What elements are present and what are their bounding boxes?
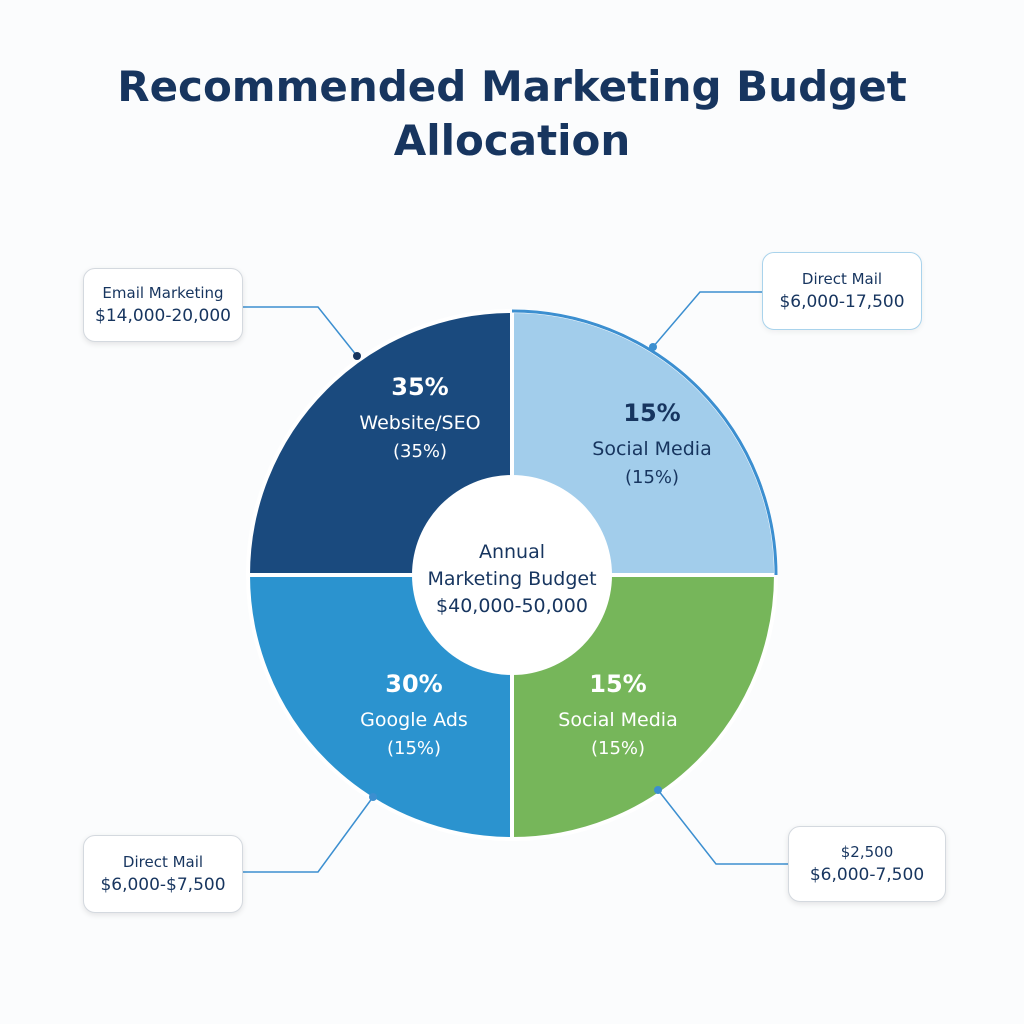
callout-value: $6,000-7,500 bbox=[809, 864, 925, 885]
leader-line bbox=[243, 306, 358, 357]
slice-labels: 35% Website/SEO (35%) 15% Social Media (15%) 1… bbox=[359, 373, 711, 759]
chart-title: Recommended Marketing Budget Allocation bbox=[0, 60, 1024, 168]
leader-line bbox=[243, 796, 374, 873]
callout-value: $6,000-17,500 bbox=[779, 291, 905, 312]
leader-line bbox=[657, 789, 788, 865]
leader-lines bbox=[243, 291, 788, 873]
slice-sub-label: (15%) bbox=[387, 738, 441, 759]
slice-sub-label: (15%) bbox=[591, 738, 645, 759]
slice-pct-label: 15% bbox=[623, 399, 680, 427]
callout-bottom-right: $2,500 $6,000-7,500 bbox=[788, 826, 946, 902]
callout-label: $2,500 bbox=[840, 842, 894, 861]
slice-pct-label: 35% bbox=[391, 373, 448, 401]
callout-label: Direct Mail bbox=[801, 269, 883, 288]
callout-direct-mail-bottom: Direct Mail $6,000-$7,500 bbox=[83, 835, 243, 913]
callout-direct-mail-top: Direct Mail $6,000-17,500 bbox=[762, 252, 922, 330]
callout-value: $6,000-$7,500 bbox=[100, 874, 226, 895]
slice-label-label: Social Media bbox=[592, 438, 711, 460]
chart-title-line-1: Recommended Marketing Budget bbox=[117, 62, 907, 111]
callout-label: Email Marketing bbox=[102, 283, 224, 302]
slice-label-label: Social Media bbox=[558, 709, 677, 731]
callout-label: Direct Mail bbox=[122, 852, 204, 871]
callout-email-marketing: Email Marketing $14,000-20,000 bbox=[83, 268, 243, 342]
slice-pct-label: 15% bbox=[589, 670, 646, 698]
slice-pct-label: 30% bbox=[385, 670, 442, 698]
slice-sub-label: (15%) bbox=[625, 467, 679, 488]
leader-dot bbox=[649, 343, 657, 351]
chart-title-line-2: Allocation bbox=[393, 116, 631, 165]
center-label-line-2: Marketing Budget bbox=[427, 568, 596, 590]
leader-line bbox=[652, 291, 762, 348]
callout-value: $14,000-20,000 bbox=[95, 305, 231, 326]
center-label-line-1: Annual bbox=[479, 541, 545, 563]
slice-outline-accent bbox=[511, 309, 778, 576]
leader-dot bbox=[654, 786, 662, 794]
leader-dot bbox=[353, 352, 361, 360]
center-label-line-3: $40,000-50,000 bbox=[436, 595, 588, 617]
leader-dot bbox=[369, 793, 377, 801]
donut-center-hole bbox=[412, 475, 612, 675]
slice-sub-label: (35%) bbox=[393, 441, 447, 462]
slice-label-label: Website/SEO bbox=[359, 412, 480, 434]
slice-label-label: Google Ads bbox=[360, 709, 468, 731]
